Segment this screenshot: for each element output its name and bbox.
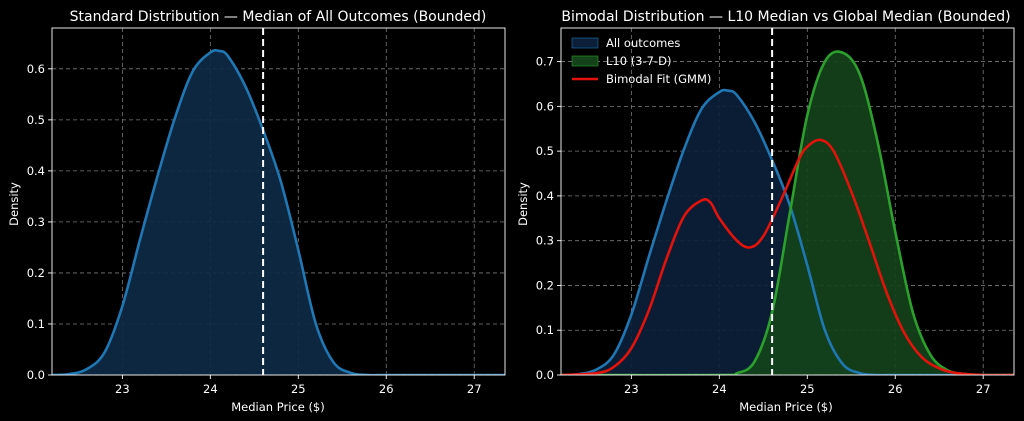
chart-title: Standard Distribution — Median of All Ou… — [70, 9, 487, 25]
x-ticks: 23 24 25 26 27 — [115, 375, 482, 396]
legend-swatch-all-outcomes — [571, 37, 599, 49]
y-tick-label: 0.0 — [27, 368, 45, 382]
density-lines — [52, 48, 505, 375]
area-all-outcomes — [52, 50, 505, 375]
y-tick-label: 0.6 — [27, 62, 45, 76]
plot-frame — [51, 27, 506, 376]
chart-bimodal-distribution: Bimodal Distribution — L10 Median vs Glo… — [516, 9, 1015, 414]
y-tick-label: 0.1 — [536, 323, 554, 337]
x-axis-label: Median Price ($) — [739, 400, 832, 414]
y-axis-label: Density — [7, 182, 21, 226]
line-bimodal-fit-gmm — [561, 138, 1014, 375]
chart-standard-distribution: Standard Distribution — Median of All Ou… — [7, 9, 506, 414]
y-tick-label: 0.0 — [536, 368, 554, 382]
x-tick-label: 24 — [203, 382, 218, 396]
x-tick-label: 24 — [712, 382, 727, 396]
y-tick-label: 0.3 — [536, 234, 554, 248]
x-tick-label: 23 — [624, 382, 639, 396]
y-tick-label: 0.2 — [27, 266, 45, 280]
y-ticks: 0.0 0.1 0.2 0.3 0.4 0.5 0.6 0.7 — [536, 55, 561, 382]
line-all-outcomes — [561, 88, 1014, 375]
y-tick-label: 0.5 — [27, 113, 45, 127]
x-ticks: 23 24 25 26 27 — [624, 375, 991, 396]
x-axis-label: Median Price ($) — [231, 400, 324, 414]
density-lines — [561, 50, 1014, 375]
y-ticks: 0.0 0.1 0.2 0.3 0.4 0.5 0.6 — [27, 62, 52, 382]
chart-title: Bimodal Distribution — L10 Median vs Glo… — [561, 9, 1010, 25]
x-tick-label: 23 — [115, 382, 130, 396]
x-tick-label: 26 — [379, 382, 394, 396]
x-tick-label: 26 — [888, 382, 903, 396]
legend-label-bimodal-fit-gmm: Bimodal Fit (GMM) — [606, 72, 711, 86]
y-tick-label: 0.3 — [27, 215, 45, 229]
legend-label-all-outcomes: All outcomes — [606, 36, 680, 50]
y-tick-label: 0.7 — [536, 55, 554, 69]
y-tick-label: 0.5 — [536, 144, 554, 158]
y-tick-label: 0.6 — [536, 99, 554, 113]
x-tick-label: 27 — [467, 382, 482, 396]
x-tick-label: 25 — [800, 382, 815, 396]
y-axis-label: Density — [516, 182, 530, 226]
legend: All outcomes L10 (3-7-D) Bimodal Fit (GMM) — [571, 36, 711, 86]
legend-swatch-l10-3-7-d — [571, 55, 599, 67]
x-tick-label: 25 — [291, 382, 306, 396]
x-tick-label: 27 — [976, 382, 991, 396]
plot-frame — [560, 27, 1015, 376]
y-tick-label: 0.4 — [536, 189, 554, 203]
density-areas — [52, 50, 505, 375]
y-tick-label: 0.2 — [536, 278, 554, 292]
line-all-outcomes — [52, 48, 505, 375]
y-tick-label: 0.1 — [27, 317, 45, 331]
y-tick-label: 0.4 — [27, 164, 45, 178]
legend-label-l10-3-7-d: L10 (3-7-D) — [606, 54, 671, 68]
area-l10-3-7-d — [561, 51, 1014, 375]
